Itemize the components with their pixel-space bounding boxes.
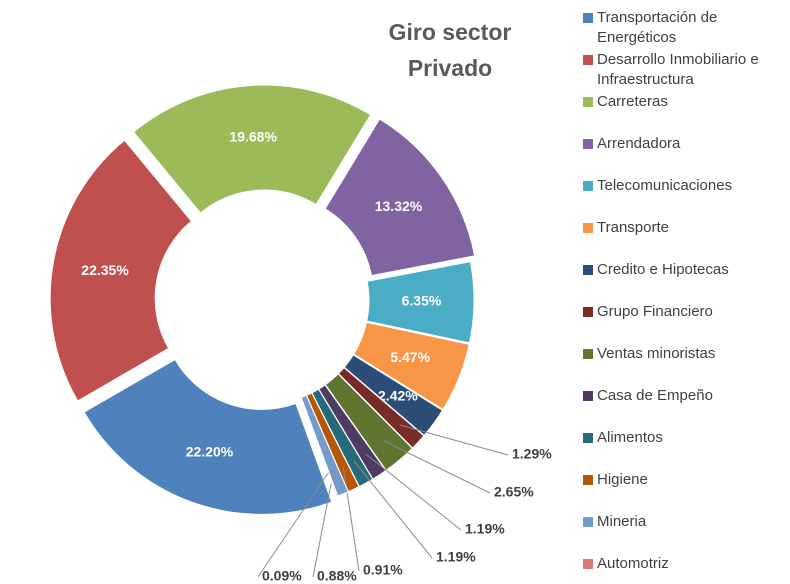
slice: [353, 321, 470, 411]
leader-line: [353, 460, 433, 559]
legend-label: Carreteras: [597, 93, 668, 110]
data-label: 1.19%: [436, 549, 476, 565]
leader-line: [257, 472, 329, 578]
legend-entry: Telecomunicaciones: [583, 176, 788, 196]
leader-line: [312, 470, 335, 578]
legend-entry: Credito e Hipotecas: [583, 260, 788, 280]
data-label: 0.88%: [317, 568, 357, 584]
slice: [299, 396, 339, 498]
legend-swatch: [583, 13, 593, 23]
legend-entry: Transporte: [583, 218, 788, 238]
legend-entry: Higiene: [583, 470, 788, 490]
legend-swatch: [583, 265, 593, 275]
legend-swatch: [583, 433, 593, 443]
data-label: 0.91%: [363, 562, 403, 578]
legend-swatch: [583, 391, 593, 401]
legend-label: Casa de Empeño: [597, 387, 713, 404]
legend-label: Ventas minoristas: [597, 345, 716, 362]
legend-label: Automotriz: [597, 555, 669, 572]
chart-title: Giro sector Privado: [388, 19, 512, 81]
legend-swatch: [583, 139, 593, 149]
legend-label: Desarrollo Inmobiliario e Infraestructur…: [597, 51, 759, 88]
legend-entry: Mineria: [583, 512, 788, 532]
legend-entry: Ventas minoristas: [583, 344, 788, 364]
data-label: 19.68%: [229, 129, 277, 145]
legend-label: Grupo Financiero: [597, 303, 713, 320]
legend-swatch: [583, 55, 593, 65]
legend-swatch: [583, 559, 593, 569]
slice: [366, 261, 475, 344]
legend-entry: Transportación de Energéticos: [583, 8, 788, 48]
legend-entry: Casa de Empeño: [583, 386, 788, 406]
leader-line: [365, 453, 462, 531]
legend-swatch: [583, 97, 593, 107]
data-label: 6.35%: [402, 292, 442, 308]
legend-entry: Carreteras: [583, 92, 788, 112]
legend-label: Alimentos: [597, 429, 663, 446]
leader-line: [383, 440, 491, 494]
leader-line: [399, 424, 509, 456]
data-label: 22.35%: [81, 262, 129, 278]
data-label: 13.32%: [375, 198, 423, 214]
slice: [83, 358, 333, 515]
legend-label: Arrendadora: [597, 135, 681, 152]
data-label: 2.65%: [494, 484, 534, 500]
slice: [132, 84, 372, 214]
legend-swatch: [583, 475, 593, 485]
legend-swatch: [583, 307, 593, 317]
legend-swatch: [583, 349, 593, 359]
data-label: 2.42%: [378, 388, 418, 404]
legend-label: Telecomunicaciones: [597, 177, 733, 194]
legend-swatch: [583, 181, 593, 191]
data-label: 22.20%: [186, 443, 234, 459]
legend-label: Mineria: [597, 513, 647, 530]
slice: [324, 118, 476, 277]
legend-swatch: [583, 517, 593, 527]
data-label: 1.19%: [465, 521, 505, 537]
legend-entry: Alimentos: [583, 428, 788, 448]
legend-entry: Grupo Financiero: [583, 302, 788, 322]
legend-label: Transportación de Energéticos: [597, 9, 718, 46]
leader-line: [342, 466, 360, 572]
data-label: 0.09%: [262, 568, 302, 584]
data-label: 1.29%: [512, 446, 552, 462]
legend-label: Higiene: [597, 471, 648, 488]
data-label: 5.47%: [390, 349, 430, 365]
slice: [49, 139, 193, 402]
legend-entry: Automotriz: [583, 554, 788, 574]
legend-entry: Arrendadora: [583, 134, 788, 154]
legend-entry: Desarrollo Inmobiliario e Infraestructur…: [583, 50, 788, 90]
legend-swatch: [583, 223, 593, 233]
legend-label: Transporte: [597, 219, 669, 236]
legend-label: Credito e Hipotecas: [597, 261, 729, 278]
